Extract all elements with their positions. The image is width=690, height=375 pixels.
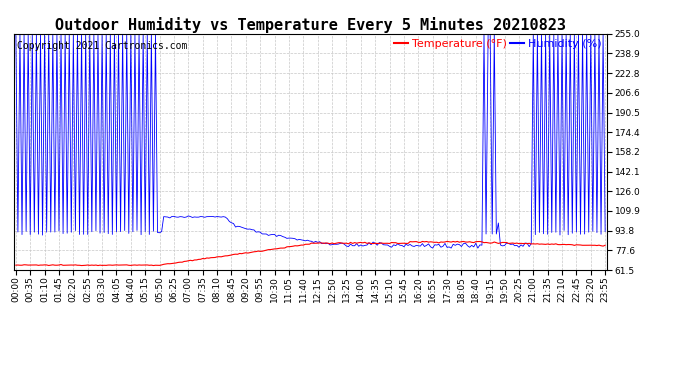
Legend: Temperature (°F), Humidity (%): Temperature (°F), Humidity (%) bbox=[394, 39, 602, 49]
Text: Copyright 2021 Cartronics.com: Copyright 2021 Cartronics.com bbox=[17, 41, 187, 51]
Title: Outdoor Humidity vs Temperature Every 5 Minutes 20210823: Outdoor Humidity vs Temperature Every 5 … bbox=[55, 16, 566, 33]
